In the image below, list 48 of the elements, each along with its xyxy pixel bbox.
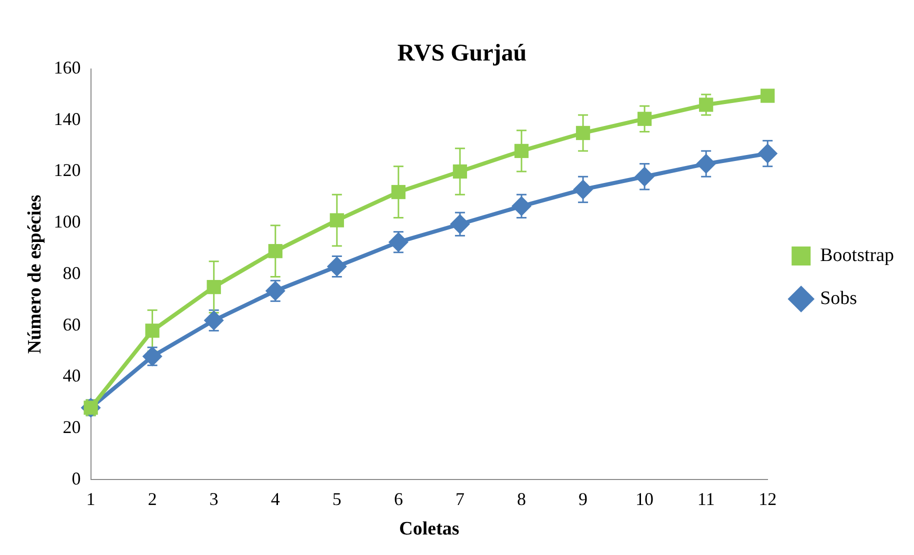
y-tick-label: 60 — [62, 314, 81, 334]
point — [204, 310, 224, 330]
point — [573, 179, 594, 200]
x-tick-label: 1 — [86, 489, 96, 510]
point — [206, 280, 221, 294]
y-tick-label: 140 — [54, 108, 81, 129]
x-tick-label: 6 — [394, 489, 403, 510]
x-tick-label: 9 — [578, 489, 588, 510]
point — [576, 126, 590, 140]
point — [268, 244, 282, 258]
y-tick-label: 160 — [54, 58, 81, 78]
point — [265, 280, 286, 301]
point — [452, 164, 468, 179]
x-axis-title: Coletas — [399, 518, 460, 540]
x-tick-label: 2 — [148, 489, 157, 510]
point — [142, 346, 162, 366]
x-tick-label: 12 — [758, 489, 777, 510]
point — [634, 166, 655, 187]
point — [388, 232, 408, 252]
y-axis-title: Número de espécies — [24, 194, 46, 354]
x-tick-label: 3 — [209, 489, 218, 510]
y-tick-label: 20 — [62, 416, 81, 437]
chart-title: RVS Gurjaú — [397, 40, 527, 67]
point — [699, 98, 714, 112]
x-tick-label: 4 — [270, 489, 280, 510]
x-tick-label: 5 — [332, 489, 342, 510]
point — [391, 184, 406, 200]
y-tick-label: 120 — [54, 160, 81, 180]
x-tick-label: 10 — [636, 489, 654, 510]
y-tick-label: 40 — [62, 366, 81, 386]
point — [326, 256, 347, 276]
x-tick-label: 7 — [455, 489, 464, 510]
y-tick-label: 0 — [72, 468, 81, 488]
point — [145, 324, 160, 338]
point — [758, 144, 778, 164]
point — [450, 214, 470, 234]
point — [512, 196, 532, 216]
legend-label: Sobs — [820, 288, 858, 309]
point — [696, 154, 716, 174]
y-tick-label: 80 — [62, 262, 81, 283]
x-tick-label: 11 — [697, 489, 715, 510]
y-tick-label: 100 — [54, 212, 81, 232]
x-tick-label: 8 — [517, 489, 526, 510]
legend-label: Bootstrap — [820, 244, 894, 266]
point — [330, 213, 344, 228]
point — [760, 88, 775, 103]
point — [637, 112, 652, 126]
point — [514, 144, 529, 158]
